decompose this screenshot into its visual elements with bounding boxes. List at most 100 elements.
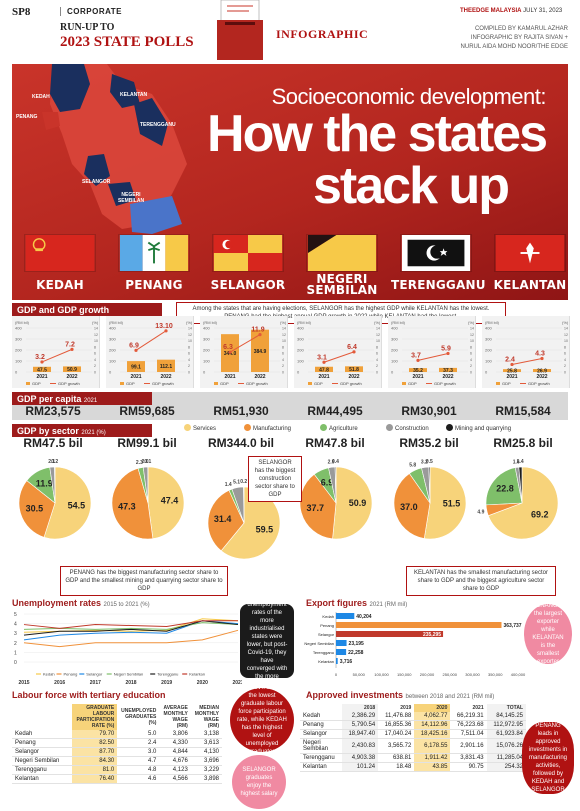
y2-tick-label: 14 — [94, 327, 98, 331]
year-label: 2022 — [160, 374, 171, 380]
legend-label: Services — [193, 426, 217, 432]
pie-label: 0.2 — [51, 459, 58, 465]
gdp-panel: (RM bil) (%) 0 100 200 300 400 0 2 4 6 8 10 12 14 344.0… — [200, 316, 288, 388]
pie-slice-mining — [428, 466, 431, 504]
table-cell: 76.40 — [72, 774, 118, 784]
table-cell: 4.7 — [117, 756, 160, 766]
y2-tick-label: 0 — [282, 371, 284, 375]
growth-label: 3.1 — [317, 354, 327, 361]
table-cell: 5.0 — [117, 730, 160, 739]
investments-title-text: Approved investments — [306, 690, 404, 700]
table-cell: 18.48 — [378, 762, 415, 772]
legend-gdp-label: GDP — [502, 381, 511, 386]
negeri-sembilan-flag-icon — [306, 234, 378, 272]
gdp-panel: (RM bil) (%) 0 100 200 300 400 0 2 4 6 8 10 12 14 99.1 2… — [106, 316, 194, 388]
labour-note-1: KELANTAN has the lowest graduate labour … — [230, 685, 294, 755]
table-cell: 3,613 — [190, 738, 222, 748]
gdp-panel: (RM bil) (%) 0 100 200 300 400 0 2 4 6 8 10 12 14 25.8 2… — [482, 316, 570, 388]
legend-growth-label: GDP growth — [152, 381, 174, 386]
credit-line: INFOGRAPHIC BY RAJITA SIVAN + — [470, 35, 568, 41]
labour-note-2: SELANGOR graduates enjoy the highest sal… — [232, 755, 286, 809]
table-cell: 2,386.29 — [342, 712, 379, 721]
y2-tick-label: 0 — [376, 371, 378, 375]
credits: COMPILED BY KAMARUL AZHAR INFOGRAPHIC BY… — [461, 25, 568, 52]
table-cell: 11,285.04 — [486, 753, 526, 763]
gdp-unit-left: (RM bil) — [15, 320, 30, 325]
pie-label: 2.0 — [142, 459, 149, 465]
pie-label: 2.1 — [48, 459, 55, 465]
x-tick-label: 250,000 — [443, 672, 458, 677]
gdp-unit-left: (RM bil) — [109, 320, 124, 325]
growth-label: 6.3 — [223, 344, 233, 351]
legend-item: Construction — [386, 424, 429, 432]
pie-label: 1.4 — [517, 459, 524, 465]
y2-tick-label: 14 — [376, 327, 380, 331]
gdp-bar — [409, 368, 427, 372]
legend-gdp-label: GDP — [32, 381, 41, 386]
table-cell: 112,972.95 — [486, 720, 526, 730]
series-line — [23, 620, 238, 629]
pie-slice-services — [423, 466, 467, 540]
pie-label: 6.9 — [321, 477, 334, 487]
row-state: Kedah — [12, 730, 72, 739]
bar-value-label: 363,737 — [504, 623, 522, 629]
legend-dot — [446, 424, 453, 431]
table-cell: 4,676 — [159, 756, 191, 766]
pie-slice-manufacturing — [18, 480, 56, 538]
year-label: 2022 — [536, 374, 547, 380]
state-label: NEGERI SEMBILAN — [306, 272, 378, 297]
growth-point — [134, 348, 138, 352]
pie-label: 5.1 — [233, 480, 240, 486]
x-tick-label: 0 — [335, 672, 338, 677]
pie-slice-services — [487, 466, 559, 540]
gdp-bar — [503, 369, 521, 372]
gdp-bar — [251, 329, 269, 372]
bar-value-label: 22,258 — [348, 650, 364, 656]
pie-label: 31.4 — [214, 514, 232, 524]
x-tick-label: 2015 — [18, 680, 29, 684]
y2-tick-label: 6 — [470, 352, 472, 356]
y2-tick-label: 12 — [564, 333, 568, 337]
y-tick-label: 0 — [485, 370, 488, 375]
y2-tick-label: 8 — [564, 345, 566, 349]
table-cell: 1,911.42 — [414, 753, 451, 763]
pie-label: 11.9 — [36, 478, 53, 488]
y2-tick-label: 0 — [188, 371, 190, 375]
pie-label: 0.5 — [426, 459, 433, 465]
table-row: Kedah 2,386.29 11,476.88 4,062.77 66,219.31 8… — [300, 712, 526, 721]
gdp-bar — [315, 366, 333, 372]
labour-header: AVERAGE MONTHLY WAGE (RM) — [163, 705, 188, 729]
y2-tick-label: 6 — [282, 352, 284, 356]
gdp-bar-label: 384.9 — [254, 349, 267, 355]
x-tick-label: 150,000 — [397, 672, 412, 677]
growth-point — [70, 347, 74, 351]
legend-dot — [244, 424, 251, 431]
kelantan-sector-note: KELANTAN has the smallest manufacturing … — [406, 566, 556, 596]
exports-chart: 0 50,000 100,000 150,000 200,000 250,000 300,0… — [304, 612, 526, 677]
exports-note: PENANG is the largest exporter while KEL… — [524, 603, 572, 665]
table-cell: 3,898 — [190, 774, 222, 784]
y2-tick-label: 10 — [282, 339, 286, 343]
growth-line — [41, 348, 73, 363]
inv-header: 2021 — [472, 705, 484, 711]
pie-label: 51.5 — [443, 499, 461, 509]
sector-year: 2021 (%) — [81, 430, 106, 436]
table-row: Kelantan 101.24 18.48 43.85 90.75 254.32 — [300, 762, 526, 772]
y2-tick-label: 12 — [376, 333, 380, 337]
map-label-negeri-sembilan: NEGERI SEMBILAN — [117, 192, 145, 204]
growth-label: 6.4 — [347, 344, 357, 351]
legend-dot — [184, 424, 191, 431]
labour-header: GRADUATE LABOUR PARTICIPATION RATE (%) — [72, 704, 118, 730]
y2-tick-label: 2 — [564, 364, 566, 368]
pie-slice-mining — [334, 466, 337, 504]
gdp-bar-label: 35.2 — [413, 368, 423, 374]
y2-tick-label: 8 — [376, 345, 378, 349]
table-row: Selangor 18,947.40 17,040.24 18,425.16 7,511… — [300, 729, 526, 739]
row-state: Selangor — [300, 729, 342, 739]
inv-state-header — [300, 704, 342, 712]
ballot-box-icon — [217, 0, 263, 60]
gdp-unit-right: (%) — [468, 320, 475, 325]
row-state: Terengganu — [300, 753, 342, 763]
selangor-sector-note: SELANGOR has the biggest construction se… — [248, 456, 302, 502]
hero-title-line2: stack up — [313, 157, 510, 215]
